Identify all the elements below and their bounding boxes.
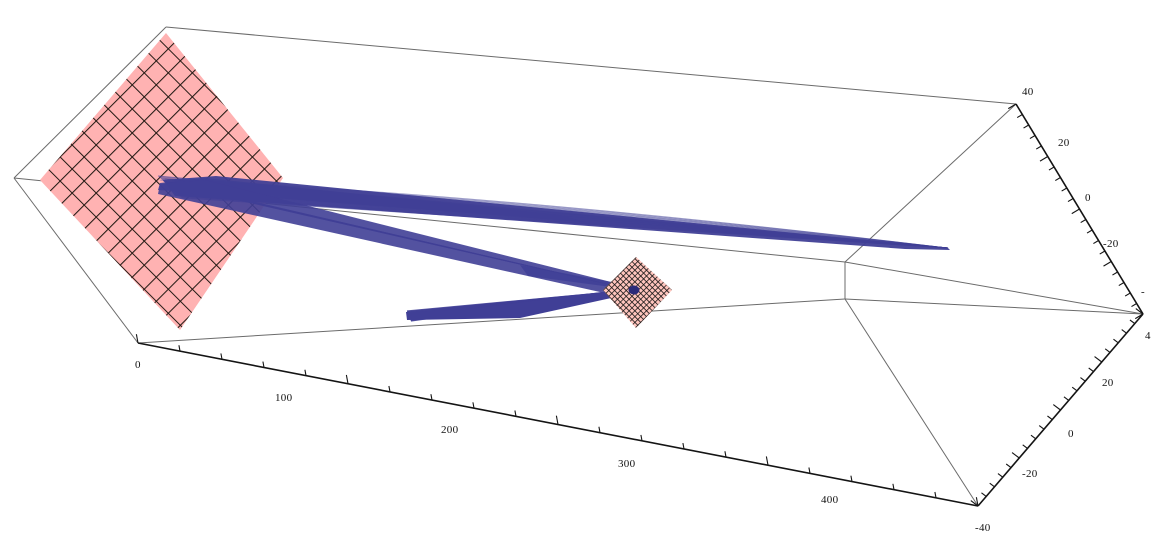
detector-plane: [603, 257, 672, 328]
tick-label: 300: [618, 458, 636, 470]
tick-label: 20: [1058, 137, 1070, 149]
tick-label: 40: [1022, 86, 1034, 98]
bounding-box-front-edges: [13, 177, 1144, 507]
tick-label: 0: [1085, 192, 1091, 204]
tick-label: 400: [821, 494, 839, 506]
tick-label: 4: [1145, 330, 1151, 342]
focus-point: [628, 285, 640, 295]
right-upper-axis: [1007, 103, 1144, 320]
bottom-axis: [135, 334, 979, 507]
right-lower-axis: [970, 308, 1144, 507]
tick-label: -20: [1022, 468, 1038, 480]
tick-label: -20: [1103, 238, 1119, 250]
tick-label: -40: [975, 522, 991, 534]
tick-label: 200: [441, 424, 459, 436]
tick-label: 0: [135, 359, 141, 371]
tick-label: 20: [1102, 377, 1114, 389]
tick-label: 0: [1068, 428, 1074, 440]
upper-beam-core: [158, 176, 950, 250]
tick-label: 100: [275, 392, 293, 404]
tick-label: -: [1141, 286, 1145, 298]
converging-wedge: [158, 180, 634, 320]
